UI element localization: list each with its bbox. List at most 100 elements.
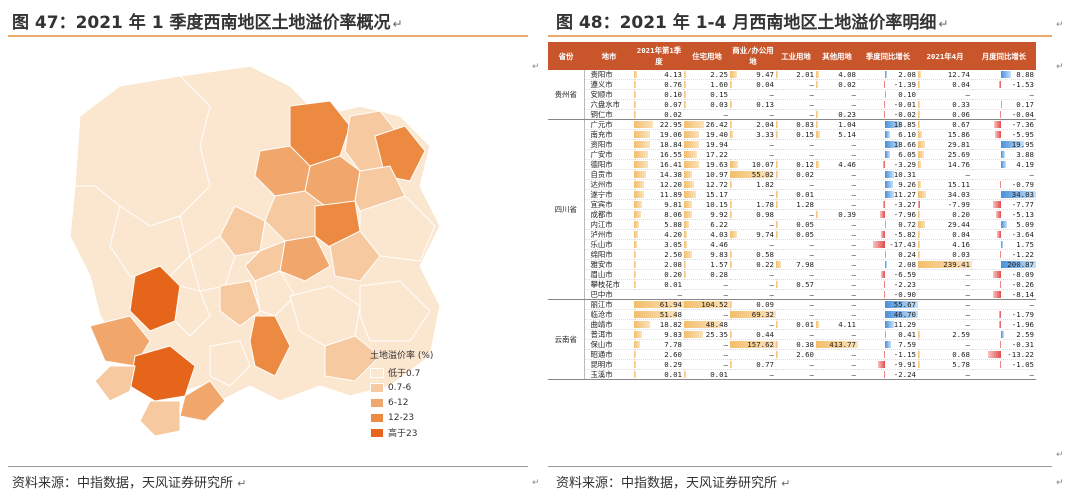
cell-value: 48.48: [705, 320, 728, 329]
value-cell: –: [730, 279, 776, 290]
cell-value: -0.02: [893, 110, 916, 119]
cell-value: 0.05: [796, 220, 814, 229]
return-mark-icon: ↵: [1056, 20, 1064, 30]
map-region: [359, 195, 436, 262]
data-bar: [993, 291, 1001, 298]
cell-value: 0.12: [796, 160, 814, 169]
cell-value: -1.15: [893, 350, 916, 359]
cell-value: 2.08: [898, 260, 916, 269]
cell-value: 0.06: [952, 110, 970, 119]
value-cell: –: [972, 169, 1036, 180]
city-cell: 昭通市: [584, 349, 634, 360]
southwest-land-premium-map: [69, 65, 441, 437]
data-bar: [998, 321, 1001, 328]
cell-value: –: [809, 80, 814, 89]
data-bar: [918, 151, 924, 158]
data-bar: [684, 101, 686, 108]
cell-value: -1.79: [1011, 310, 1034, 319]
value-cell: 19.94: [684, 139, 730, 150]
value-cell: 0.57: [776, 279, 816, 290]
cell-value: 0.72: [898, 220, 916, 229]
left-bottom-rule: [8, 466, 528, 467]
value-cell: 0.06: [918, 109, 972, 120]
value-cell: 0.29: [634, 359, 684, 370]
table-row: 四川省 广元市 22.95 26.42 2.04 0.83 1.04 18.85 0.67 -7.…: [548, 119, 1036, 300]
data-bar: [918, 111, 921, 118]
city-cell: 广安市: [584, 149, 634, 160]
data-bar: [918, 221, 925, 228]
value-cell: 0.01: [776, 189, 816, 200]
cell-value: -1.22: [1011, 250, 1034, 259]
cell-value: 4.08: [838, 70, 856, 79]
cell-value: 0.03: [952, 250, 970, 259]
cell-value: 29.44: [947, 220, 970, 229]
legend-swatch: [370, 382, 384, 393]
data-bar: [730, 201, 732, 208]
cell-value: -0.26: [1011, 280, 1034, 289]
data-bar: [816, 321, 819, 328]
data-bar: [999, 341, 1001, 348]
cell-value: 0.04: [756, 80, 774, 89]
legend-title: 土地溢价率 (%): [370, 351, 434, 361]
value-cell: –: [816, 229, 858, 240]
table-row: 昭通市 2.60 – – 2.60 – -1.15 0.68 -13.22: [548, 349, 1036, 360]
cell-value: 5.09: [1016, 220, 1034, 229]
value-cell: –: [816, 199, 858, 210]
cell-value: 0.39: [838, 210, 856, 219]
value-cell: 4.11: [816, 319, 858, 330]
cell-value: –: [851, 100, 856, 109]
value-cell: -7.36: [972, 119, 1036, 130]
cell-value: –: [851, 360, 856, 369]
value-cell: –: [776, 109, 816, 120]
cell-value: 46.70: [893, 310, 916, 319]
legend-label: 高于23: [388, 429, 418, 439]
cell-value: 1.57: [710, 260, 728, 269]
cell-value: –: [851, 260, 856, 269]
value-cell: 10.31: [858, 169, 918, 180]
value-cell: –: [776, 149, 816, 160]
cell-value: 2.25: [710, 70, 728, 79]
value-cell: 0.72: [858, 219, 918, 230]
cell-value: 2.59: [952, 330, 970, 339]
value-cell: 2.60: [634, 349, 684, 360]
cell-value: 157.62: [747, 340, 774, 349]
cell-value: 2.01: [796, 70, 814, 79]
cell-value: 6.22: [710, 220, 728, 229]
data-bar: [730, 121, 732, 128]
data-bar: [918, 361, 921, 368]
data-bar: [684, 241, 688, 248]
cell-value: 10.97: [705, 170, 728, 179]
value-cell: 11.27: [858, 189, 918, 200]
data-bar: [634, 161, 648, 168]
cell-value: –: [769, 290, 774, 299]
right-title-rule: [548, 35, 1052, 37]
province-cell: 四川省: [548, 119, 585, 300]
value-cell: -8.09: [972, 269, 1036, 280]
data-bar: [684, 161, 700, 168]
cell-value: 9.47: [756, 70, 774, 79]
value-cell: 15.17: [684, 189, 730, 200]
col-header: 月度同比增长: [972, 42, 1036, 70]
data-bar: [918, 81, 921, 88]
value-cell: 4.13: [634, 70, 684, 80]
value-cell: -3.29: [858, 159, 918, 170]
data-bar: [918, 141, 925, 148]
cell-value: 0.33: [952, 100, 970, 109]
table-row: 雅安市 2.08 1.57 0.22 7.98 – 2.08 239.41 200.87: [548, 259, 1036, 270]
return-mark-icon: ↵: [938, 17, 949, 31]
value-cell: 7.98: [776, 259, 816, 270]
cell-value: 15.11: [947, 180, 970, 189]
cell-value: 6.10: [898, 130, 916, 139]
value-cell: 0.41: [858, 329, 918, 340]
value-cell: 14.76: [918, 159, 972, 170]
cell-value: –: [965, 90, 970, 99]
table-row: 宜宾市 9.81 10.15 1.78 1.28 – -3.27 -7.99 -7.77: [548, 199, 1036, 210]
value-cell: –: [918, 309, 972, 320]
cell-value: –: [769, 240, 774, 249]
cell-value: –: [851, 240, 856, 249]
value-cell: -1.39: [858, 79, 918, 90]
map-region: [139, 400, 181, 437]
data-bar: [634, 351, 637, 358]
cell-value: 5.78: [952, 360, 970, 369]
cell-value: 11.89: [659, 190, 682, 199]
